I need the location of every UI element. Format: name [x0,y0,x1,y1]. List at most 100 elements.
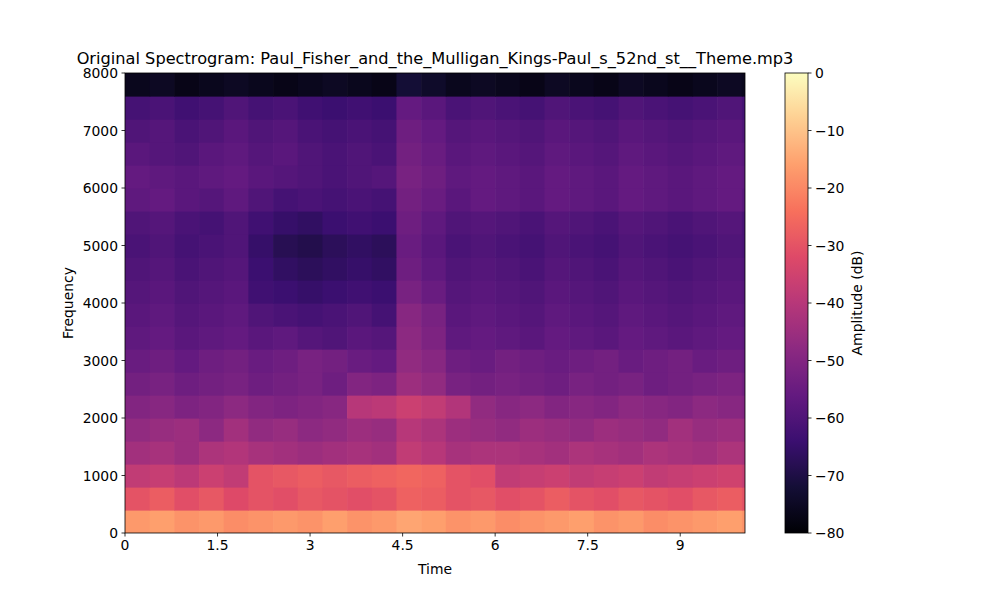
cell [717,211,742,235]
cell [322,349,347,373]
cell [693,418,718,442]
cell [717,303,742,327]
cell [199,349,224,373]
cell [273,142,298,166]
cell [224,326,249,350]
cell [224,418,249,442]
cell [545,119,570,143]
cell [495,188,520,212]
cell [396,441,421,465]
cell [150,303,175,327]
cell [347,395,372,419]
cell [174,487,199,511]
x-tick [310,533,311,537]
cell [545,441,570,465]
x-tick-label: 4.5 [392,537,414,553]
cell [298,96,323,120]
cell [421,211,446,235]
cell [594,188,619,212]
cell [125,326,150,350]
cell [643,280,668,304]
cell [322,188,347,212]
cell [347,487,372,511]
cell [594,211,619,235]
cell [569,119,594,143]
cell [224,234,249,258]
cell [470,73,495,97]
cell [199,487,224,511]
x-tick-label: 0 [121,537,130,553]
cell [125,372,150,396]
cell [421,372,446,396]
cell [199,234,224,258]
cell [520,441,545,465]
cell [199,119,224,143]
cell [199,303,224,327]
colorbar [785,73,808,533]
cell [742,119,745,143]
cell [199,73,224,97]
cell [322,96,347,120]
cell [668,372,693,396]
cell [545,234,570,258]
cell [224,372,249,396]
cell [322,142,347,166]
cell [742,372,745,396]
cell [174,234,199,258]
title: Original Spectrogram: Paul_Fisher_and_th… [77,49,794,69]
cell [545,510,570,533]
cell [643,142,668,166]
cell [298,257,323,281]
cell [446,73,471,97]
cell [248,73,273,97]
cell [643,257,668,281]
cell [742,464,745,488]
cell [248,165,273,189]
cell [396,257,421,281]
cell [396,349,421,373]
cell [248,188,273,212]
background [0,0,1000,600]
cell [273,73,298,97]
cell [495,280,520,304]
cell [396,142,421,166]
cell [199,395,224,419]
cell [668,510,693,533]
cell [347,441,372,465]
cell [668,395,693,419]
cell [668,441,693,465]
cell [396,211,421,235]
cell [150,211,175,235]
cell [125,119,150,143]
x-tick [587,533,588,537]
cell [668,464,693,488]
cell [594,73,619,97]
cell [199,211,224,235]
cell [545,96,570,120]
cell [174,165,199,189]
cell [421,487,446,511]
cell [224,441,249,465]
cell [199,510,224,533]
cell [421,96,446,120]
cell [495,165,520,189]
cell [717,96,742,120]
cell [693,303,718,327]
colorbar-tick [808,73,812,74]
cell [594,510,619,533]
y-tick-label: 1000 [83,468,118,484]
cell [693,280,718,304]
cell [668,326,693,350]
cell [495,510,520,533]
cell [446,280,471,304]
cell [545,395,570,419]
cell [643,395,668,419]
cell [717,280,742,304]
cell [224,142,249,166]
cell [569,418,594,442]
cell [693,257,718,281]
cell [643,234,668,258]
cell [693,395,718,419]
cell [174,280,199,304]
cell [619,73,644,97]
